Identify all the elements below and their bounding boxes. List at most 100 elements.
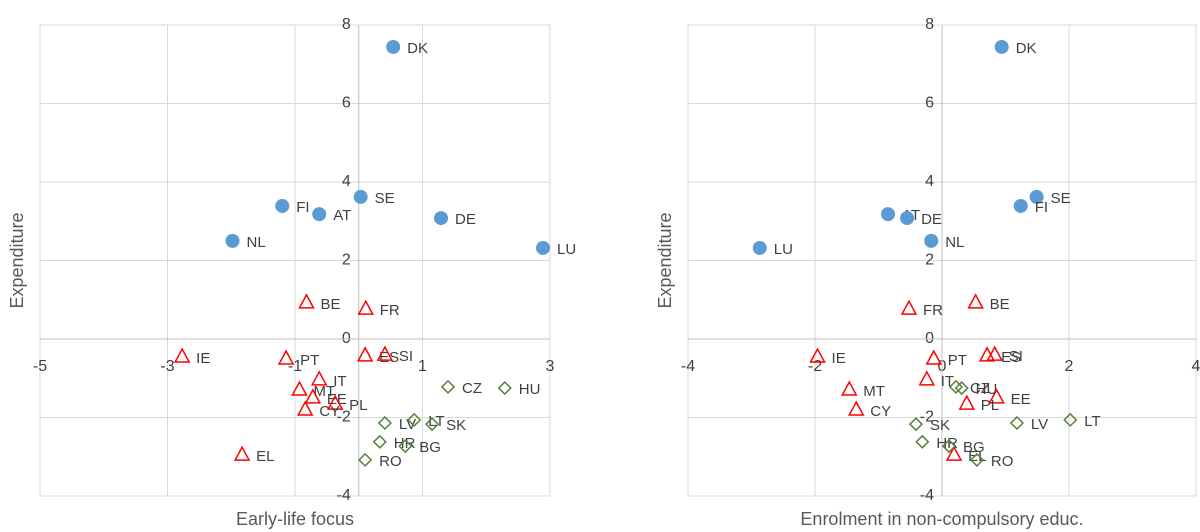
point xyxy=(1013,198,1028,213)
point xyxy=(312,207,327,222)
point-label: PT xyxy=(948,352,967,369)
point-label: CY xyxy=(870,403,891,420)
point xyxy=(298,293,315,309)
point-label: FR xyxy=(923,302,943,319)
point xyxy=(1063,412,1078,427)
point xyxy=(425,417,440,432)
point xyxy=(881,207,896,222)
point xyxy=(900,299,918,315)
point xyxy=(407,412,422,427)
point xyxy=(277,349,295,365)
y-axis-title: Expenditure xyxy=(7,212,27,308)
point xyxy=(994,39,1009,54)
point-label: DK xyxy=(407,40,428,57)
point xyxy=(372,434,387,449)
point xyxy=(173,347,191,363)
point xyxy=(900,211,915,226)
point-label: AT xyxy=(333,207,351,224)
point xyxy=(291,380,308,396)
x-tick-label: -4 xyxy=(681,358,695,375)
point xyxy=(386,39,401,54)
point-label: FI xyxy=(296,199,309,216)
point-label: ES xyxy=(1001,349,1021,366)
y-tick-label: 4 xyxy=(925,173,934,190)
y-tick-label: 6 xyxy=(925,95,934,112)
point xyxy=(535,240,550,255)
point-label: NL xyxy=(247,234,266,251)
point xyxy=(924,233,939,248)
point-label: MT xyxy=(313,383,335,400)
point-label: EL xyxy=(256,448,274,465)
point xyxy=(978,346,996,362)
point xyxy=(941,439,957,454)
point-label: IE xyxy=(832,350,846,367)
x-tick-label: -2 xyxy=(808,358,822,375)
point-label: LT xyxy=(428,413,444,430)
point-label: LV xyxy=(1031,416,1048,433)
point xyxy=(296,400,314,416)
y-tick-label: -2 xyxy=(920,409,934,426)
point-label: PT xyxy=(300,352,319,369)
point xyxy=(918,370,936,386)
point xyxy=(986,345,1003,361)
y-tick-label: 2 xyxy=(342,252,351,269)
point xyxy=(954,381,969,396)
point-label: SE xyxy=(375,190,395,207)
point xyxy=(433,211,448,226)
point-label: BG xyxy=(963,439,985,456)
point xyxy=(275,198,290,213)
point-label: EE xyxy=(1011,391,1031,408)
point-label: HU xyxy=(519,381,541,398)
point-label: ES xyxy=(379,349,399,366)
point xyxy=(233,445,251,461)
point-label: HR xyxy=(936,435,958,452)
point-label: SE xyxy=(1051,190,1071,207)
point-label: PL xyxy=(349,397,367,414)
point-label: FI xyxy=(1035,199,1048,216)
point-label: RO xyxy=(991,453,1014,470)
point xyxy=(915,434,930,449)
y-tick-label: -2 xyxy=(337,409,351,426)
point xyxy=(969,452,984,467)
point xyxy=(1029,189,1044,204)
point-label: CY xyxy=(319,403,340,420)
y-tick-label: 6 xyxy=(342,95,351,112)
point xyxy=(326,394,344,410)
y-tick-label: -4 xyxy=(337,487,351,504)
point xyxy=(357,299,375,315)
point xyxy=(497,381,512,396)
y-tick-label: 4 xyxy=(342,173,351,190)
point xyxy=(848,400,865,416)
point xyxy=(925,349,943,365)
point xyxy=(967,293,984,309)
point xyxy=(908,417,924,432)
point-label: SK xyxy=(930,417,950,434)
point-label: SK xyxy=(446,417,466,434)
point-label: LV xyxy=(399,416,416,433)
y-tick-label: 2 xyxy=(925,252,934,269)
point-label: CZ xyxy=(462,380,482,397)
point xyxy=(398,439,413,454)
point-label: DE xyxy=(455,211,476,228)
point-label: IT xyxy=(941,373,954,390)
point xyxy=(1009,415,1024,431)
point-label: CZ xyxy=(970,380,990,397)
point xyxy=(304,388,322,404)
y-axis-title: Expenditure xyxy=(655,212,675,308)
point xyxy=(377,415,392,431)
point-label: SI xyxy=(399,348,413,365)
point-label: LU xyxy=(557,241,576,258)
point-label: BE xyxy=(320,296,340,313)
x-tick-label: -5 xyxy=(33,358,47,375)
y-tick-label: 8 xyxy=(342,16,351,33)
x-axis-title: Early-life focus xyxy=(236,509,354,529)
y-tick-label: -4 xyxy=(920,487,934,504)
point xyxy=(988,388,1005,404)
point-label: MT xyxy=(863,383,885,400)
point-label: BE xyxy=(990,296,1010,313)
point xyxy=(376,345,394,361)
point xyxy=(225,233,240,248)
x-tick-label: 3 xyxy=(546,358,555,375)
y-tick-label: 8 xyxy=(925,16,934,33)
